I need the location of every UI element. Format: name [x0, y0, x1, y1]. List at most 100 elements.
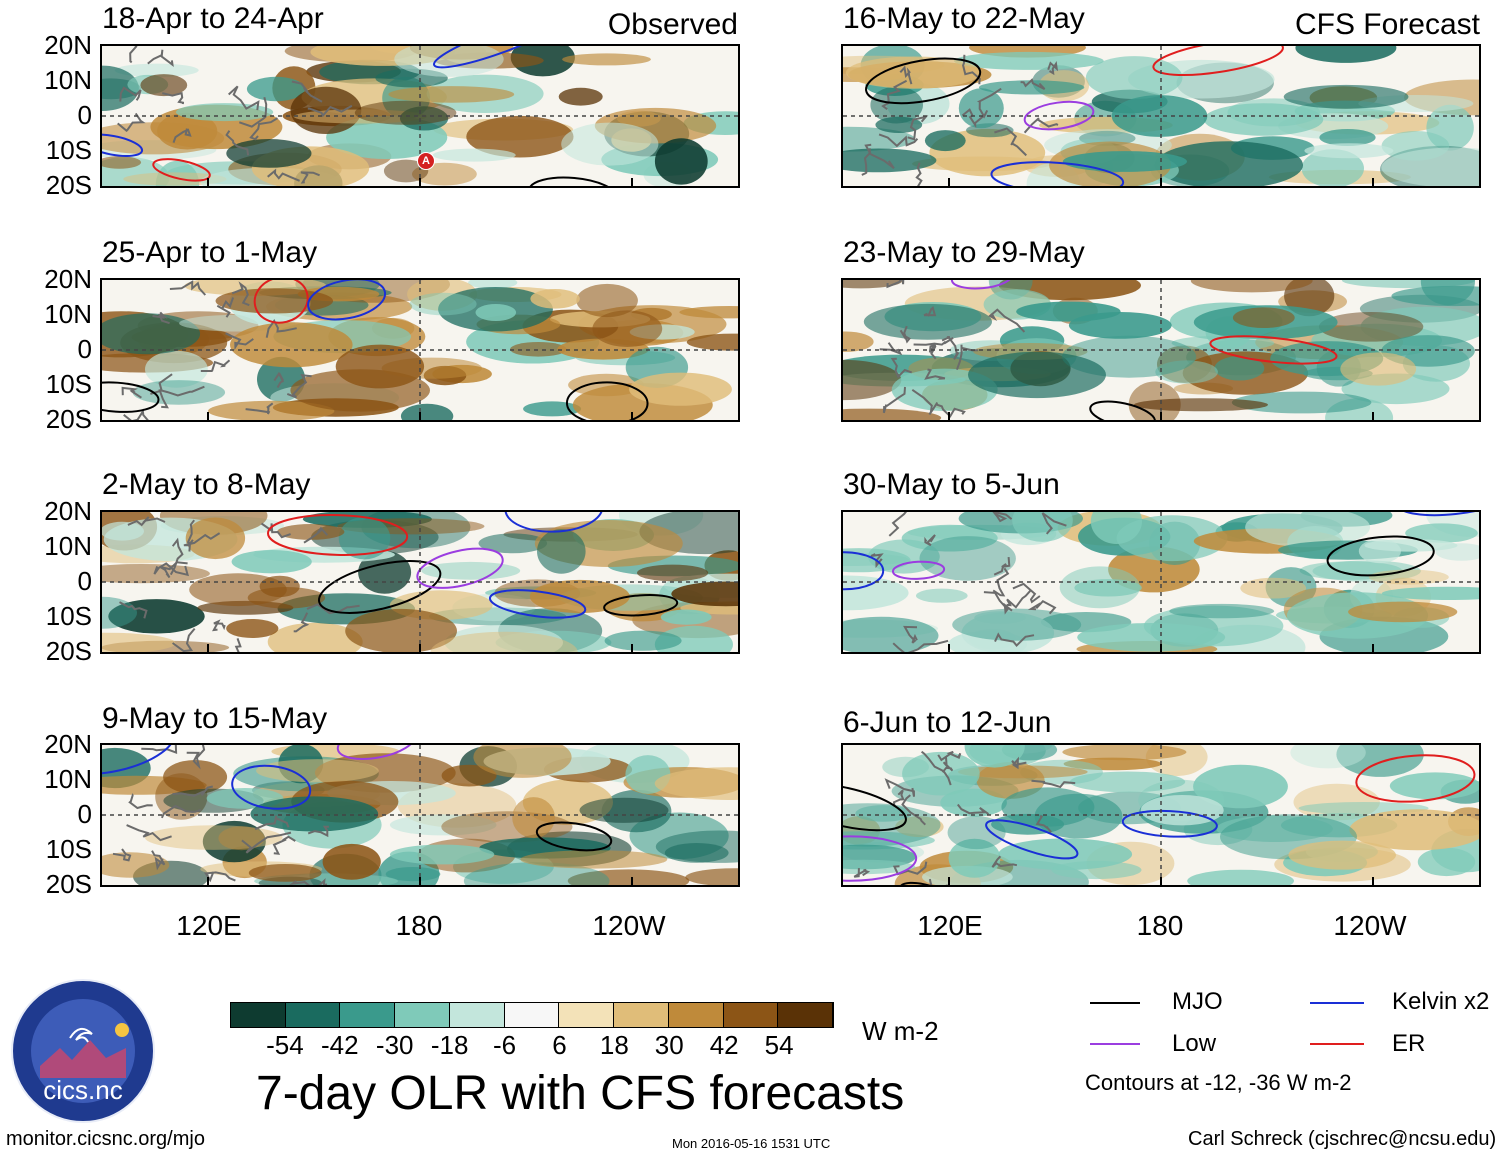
wave-contour: [318, 559, 442, 614]
coastline: [1012, 582, 1041, 604]
colorbar-label: -6: [492, 1030, 517, 1060]
lat-tick: 0: [77, 799, 92, 829]
coastline: [186, 745, 206, 770]
olr-anomaly-blob: [400, 106, 449, 131]
legend-mjo: MJO: [1172, 988, 1223, 1015]
olr-anomaly-blob: [1348, 601, 1458, 623]
olr-anomaly-blob: [389, 844, 495, 865]
colorbar: [230, 1002, 834, 1028]
wave-contour: [950, 280, 1013, 290]
olr-anomaly-blob: [843, 803, 941, 847]
coastline: [988, 308, 1026, 333]
coastline: [864, 143, 895, 169]
colorbar-swatch: [285, 1003, 341, 1027]
olr-anomaly-blob: [671, 581, 738, 607]
coastline: [928, 343, 937, 360]
lon-tick-180-left: 180: [395, 910, 443, 941]
colorbar-label: 18: [599, 1030, 629, 1060]
panel-title-right-4: 6-Jun to 12-Jun: [843, 706, 1052, 739]
wave-contour: [865, 57, 982, 105]
map-panel-right-3: [841, 510, 1481, 654]
coastline: [928, 878, 948, 885]
coastline: [937, 750, 962, 762]
coastline: [129, 46, 138, 64]
cics-logo: cics.nc: [10, 978, 156, 1124]
olr-anomaly-blob: [102, 122, 225, 155]
wave-contour: [504, 512, 604, 533]
coastline: [272, 835, 296, 855]
olr-anomaly-blob: [1417, 847, 1476, 877]
coastline: [1035, 814, 1052, 833]
olr-anomaly-blob: [432, 148, 516, 162]
colorbar-label: -30: [375, 1030, 414, 1060]
coastline: [112, 848, 132, 862]
olr-anomaly-blob: [145, 825, 283, 850]
colorbar-swatch: [723, 1003, 779, 1027]
lat-tick: 20N: [44, 30, 92, 60]
olr-anomaly-blob: [679, 306, 738, 319]
wave-contour: [985, 819, 1079, 860]
olr-anomaly-blob: [1214, 356, 1265, 381]
coastline: [121, 386, 142, 399]
coastline: [1011, 756, 1027, 770]
coastline: [225, 332, 254, 351]
coastline: [935, 403, 966, 418]
olr-anomaly-blob: [202, 820, 266, 863]
olr-anomaly-blob: [520, 850, 668, 869]
olr-anomaly-blob: [964, 745, 1025, 768]
olr-anomaly-blob: [468, 280, 518, 289]
coastline: [994, 127, 1027, 157]
olr-map-graphic: [843, 280, 1479, 420]
olr-anomaly-blob: [400, 403, 454, 420]
olr-anomaly-blob: [576, 283, 638, 318]
wave-contour: [1089, 400, 1156, 420]
olr-anomaly-blob: [388, 86, 515, 103]
map-panel-right-2: [841, 278, 1481, 422]
olr-anomaly-blob: [102, 65, 139, 111]
wave-contour: [565, 381, 649, 420]
olr-anomaly-blob: [843, 575, 909, 611]
coastline: [254, 815, 290, 831]
olr-anomaly-blob: [185, 517, 246, 560]
coastline: [245, 402, 274, 415]
lon-tick-120w-right: 120W: [1333, 910, 1407, 941]
wave-contour: [1023, 100, 1095, 131]
wave-contour: [843, 835, 918, 882]
coastline: [901, 794, 927, 826]
legend-mjo-line: [1090, 1002, 1140, 1004]
olr-anomaly-blob: [895, 816, 944, 838]
olr-anomaly-blob: [953, 51, 1104, 70]
olr-anomaly-blob: [231, 550, 312, 574]
wave-contour: [990, 161, 1125, 186]
coastline: [119, 601, 148, 619]
coastline: [890, 357, 913, 379]
olr-anomaly-blob: [1134, 398, 1268, 412]
olr-anomaly-blob: [855, 805, 912, 822]
lat-tick: 20N: [44, 729, 92, 759]
map-panel-left-2: [100, 278, 740, 422]
olr-anomaly-blob: [579, 797, 669, 823]
coastline: [1020, 78, 1046, 90]
olr-anomaly-blob: [843, 331, 874, 352]
coastline: [941, 336, 960, 360]
colorbar-swatch: [504, 1003, 560, 1027]
olr-anomaly-blob: [530, 289, 580, 309]
wave-contour: [307, 280, 387, 321]
map-panel-left-3: [100, 510, 740, 654]
wave-contour: [231, 764, 312, 810]
olr-anomaly-blob: [529, 579, 630, 614]
olr-anomaly-blob: [322, 843, 381, 880]
olr-anomaly-blob: [102, 156, 142, 169]
olr-anomaly-blob: [1012, 512, 1073, 542]
colorbar-label: 42: [709, 1030, 739, 1060]
lon-tick-120e-right: 120E: [917, 910, 983, 941]
coastline: [291, 80, 323, 103]
olr-anomaly-blob: [215, 288, 334, 314]
coastline: [878, 133, 919, 148]
coastline: [1031, 779, 1076, 789]
olr-anomaly-blob: [430, 631, 578, 652]
coastline: [941, 757, 954, 773]
coastline: [899, 65, 913, 85]
olr-anomaly-blob: [924, 130, 966, 152]
legend-low-line: [1090, 1043, 1140, 1045]
